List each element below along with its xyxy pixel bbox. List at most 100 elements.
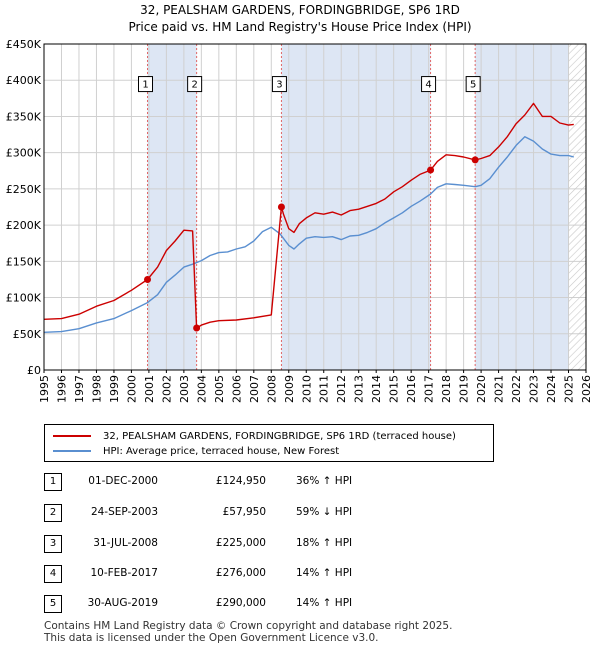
transaction-row: 1 01-DEC-2000 £124,950 36% ↑ HPI bbox=[0, 472, 600, 492]
x-tick-label: 1996 bbox=[55, 375, 68, 403]
x-tick-label: 2009 bbox=[283, 375, 296, 403]
x-tick-label: 2013 bbox=[353, 375, 366, 403]
x-tick-label: 2002 bbox=[160, 375, 173, 403]
y-tick-label: £250K bbox=[6, 183, 42, 196]
plot-frame bbox=[43, 43, 587, 371]
sale-label-box bbox=[271, 76, 287, 93]
legend-label-property: 32, PEALSHAM GARDENS, FORDINGBRIDGE, SP6… bbox=[103, 430, 456, 442]
transaction-number: 4 bbox=[44, 565, 62, 583]
footer-licence: This data is licensed under the Open Gov… bbox=[44, 632, 379, 644]
transaction-price: £124,950 bbox=[215, 475, 266, 487]
y-tick-label: £200K bbox=[6, 219, 42, 232]
x-tick-label: 2026 bbox=[580, 375, 593, 403]
sale-label-box bbox=[187, 76, 203, 93]
x-tick-label: 2015 bbox=[388, 375, 401, 403]
sale-label: 2 bbox=[191, 80, 197, 91]
transaction-hpi-diff: 59% ↓ HPI bbox=[296, 506, 353, 518]
sale-point bbox=[277, 203, 285, 211]
transaction-hpi-diff: 14% ↑ HPI bbox=[296, 567, 353, 579]
x-tick-label: 2007 bbox=[248, 375, 261, 403]
x-tick-label: 2003 bbox=[178, 375, 191, 403]
x-tick-label: 2000 bbox=[125, 375, 138, 403]
transaction-date: 31-JUL-2008 bbox=[93, 537, 158, 549]
transaction-price: £225,000 bbox=[215, 537, 266, 549]
sale-label: 4 bbox=[425, 80, 431, 91]
transaction-number: 5 bbox=[44, 595, 62, 613]
sale-label: 5 bbox=[470, 80, 476, 91]
y-tick-label: £450K bbox=[6, 38, 42, 51]
x-tick-label: 2004 bbox=[195, 375, 208, 403]
transaction-row: 2 24-SEP-2003 £57,950 59% ↓ HPI bbox=[0, 503, 600, 523]
sale-label-box bbox=[138, 76, 154, 93]
sale-label-box bbox=[465, 76, 481, 93]
x-tick-label: 2021 bbox=[493, 375, 506, 403]
x-tick-label: 1998 bbox=[90, 375, 103, 403]
transaction-date: 01-DEC-2000 bbox=[88, 475, 158, 487]
sale-period-band bbox=[281, 44, 431, 370]
transaction-number: 2 bbox=[44, 504, 62, 522]
x-tick-label: 2012 bbox=[335, 375, 348, 403]
footer-copyright: Contains HM Land Registry data © Crown c… bbox=[44, 620, 453, 632]
transaction-hpi-diff: 36% ↑ HPI bbox=[296, 475, 353, 487]
transaction-hpi-diff: 14% ↑ HPI bbox=[296, 597, 353, 609]
sale-point bbox=[427, 166, 435, 174]
y-tick-label: £50K bbox=[13, 328, 42, 341]
sale-label: 3 bbox=[276, 80, 282, 91]
chart-legend: 32, PEALSHAM GARDENS, FORDINGBRIDGE, SP6… bbox=[44, 424, 494, 462]
transaction-date: 24-SEP-2003 bbox=[90, 506, 158, 518]
property-price-line bbox=[43, 102, 574, 329]
sale-label: 1 bbox=[142, 80, 148, 91]
sale-point bbox=[193, 324, 201, 332]
sale-point bbox=[144, 275, 152, 283]
transaction-date: 30-AUG-2019 bbox=[87, 597, 158, 609]
x-tick-label: 2006 bbox=[230, 375, 243, 403]
hpi-line-swatch bbox=[53, 450, 91, 452]
y-tick-label: £100K bbox=[6, 292, 42, 305]
y-tick-label: £0 bbox=[27, 364, 41, 377]
x-tick-label: 2011 bbox=[318, 375, 331, 403]
legend-label-hpi: HPI: Average price, terraced house, New … bbox=[103, 445, 340, 457]
transaction-number: 3 bbox=[44, 535, 62, 553]
x-tick-label: 2010 bbox=[300, 375, 313, 403]
transaction-row: 5 30-AUG-2019 £290,000 14% ↑ HPI bbox=[0, 594, 600, 614]
y-tick-label: £300K bbox=[6, 147, 42, 160]
sale-period-band bbox=[475, 44, 569, 370]
transaction-hpi-diff: 18% ↑ HPI bbox=[296, 537, 353, 549]
x-tick-label: 2023 bbox=[528, 375, 541, 403]
transaction-price: £276,000 bbox=[215, 567, 266, 579]
y-tick-label: £350K bbox=[6, 110, 42, 123]
transaction-date: 10-FEB-2017 bbox=[90, 567, 158, 579]
x-tick-label: 2018 bbox=[440, 375, 453, 403]
legend-item-hpi: HPI: Average price, terraced house, New … bbox=[53, 444, 339, 458]
x-tick-label: 2014 bbox=[370, 375, 383, 403]
x-tick-label: 2024 bbox=[545, 375, 558, 403]
y-tick-label: £400K bbox=[6, 74, 42, 87]
y-tick-label: £150K bbox=[6, 255, 42, 268]
x-tick-label: 2017 bbox=[423, 375, 436, 403]
x-tick-label: 1997 bbox=[73, 375, 86, 403]
x-tick-label: 2019 bbox=[458, 375, 471, 403]
transaction-price: £57,950 bbox=[222, 506, 266, 518]
legend-item-property: 32, PEALSHAM GARDENS, FORDINGBRIDGE, SP6… bbox=[53, 429, 456, 443]
x-tick-label: 1995 bbox=[38, 375, 51, 403]
sale-period-band bbox=[147, 44, 197, 370]
x-tick-label: 2005 bbox=[213, 375, 226, 403]
chart-title: 32, PEALSHAM GARDENS, FORDINGBRIDGE, SP6… bbox=[140, 3, 460, 17]
x-tick-label: 1999 bbox=[108, 375, 121, 403]
price-chart: 1 2 3 4 5 £0 £50K £100K £150K £200K £250K £300K £350… bbox=[6, 38, 593, 403]
sale-point bbox=[471, 156, 479, 164]
x-tick-label: 2001 bbox=[143, 375, 156, 403]
forecast-hatch bbox=[568, 44, 586, 370]
property-line-swatch bbox=[53, 435, 91, 437]
x-tick-label: 2016 bbox=[405, 375, 418, 403]
x-tick-label: 2022 bbox=[510, 375, 523, 403]
x-tick-label: 2025 bbox=[563, 375, 576, 403]
transaction-row: 4 10-FEB-2017 £276,000 14% ↑ HPI bbox=[0, 564, 600, 584]
hpi-line bbox=[43, 135, 574, 333]
sale-label-box bbox=[421, 76, 437, 93]
transaction-price: £290,000 bbox=[215, 597, 266, 609]
chart-subtitle: Price paid vs. HM Land Registry's House … bbox=[128, 20, 472, 34]
x-tick-label: 2008 bbox=[265, 375, 278, 403]
x-tick-label: 2020 bbox=[475, 375, 488, 403]
transaction-number: 1 bbox=[44, 473, 62, 491]
